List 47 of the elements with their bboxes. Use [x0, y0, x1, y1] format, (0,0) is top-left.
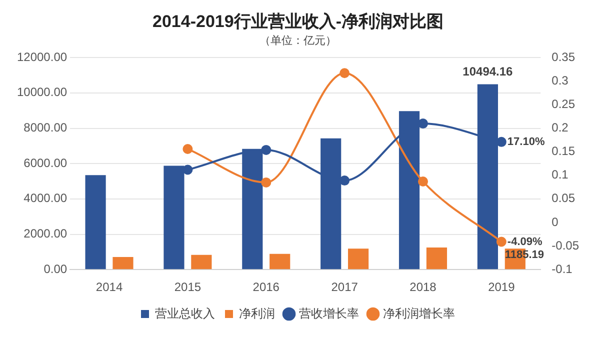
bar: [85, 175, 106, 270]
x-tick-label: 2018: [410, 280, 437, 294]
y2-tick-label: 0.1: [552, 168, 569, 182]
y-tick-label: 4000.00: [24, 191, 68, 206]
point: [182, 164, 193, 175]
y2-tick-label: 0.35: [552, 50, 576, 64]
chart-subtitle: （单位：亿元）: [260, 34, 336, 48]
y2-tick-label: 0.2: [552, 120, 569, 135]
x-tick-label: 2019: [488, 280, 516, 294]
bar: [270, 254, 290, 270]
y2-tick-label: 0.15: [552, 144, 576, 158]
y2-tick-label: -0.1: [552, 262, 573, 276]
bar: [348, 248, 369, 270]
bar: [191, 254, 212, 270]
y-tick-label: 8000.00: [24, 120, 68, 135]
data-label: -4.09%: [507, 236, 543, 248]
y-tick-label: 0.00: [44, 262, 68, 276]
point: [182, 144, 193, 154]
y2-tick-label: 0.25: [552, 97, 576, 112]
bar: [112, 257, 134, 270]
data-label: 10494.16: [462, 64, 514, 79]
y2-tick-label: -0.05: [552, 238, 580, 252]
x-tick-label: 2014: [96, 280, 123, 294]
legend-label: 营业总收入: [155, 306, 215, 320]
bar: [426, 248, 448, 270]
x-tick-label: 2016: [252, 280, 280, 294]
point: [418, 176, 428, 186]
point: [340, 176, 350, 186]
y2-tick-label: 0.3: [552, 73, 569, 88]
y-tick-label: 10000.00: [16, 85, 68, 100]
y2-tick-label: 0.05: [552, 191, 576, 206]
y-tick-label: 12000.00: [16, 50, 68, 64]
legend-label: 净利润增长率: [383, 306, 455, 320]
data-label: 17.10%: [507, 136, 545, 148]
x-tick-label: 2017: [331, 280, 358, 294]
point: [261, 177, 272, 188]
x-tick-label: 2015: [174, 280, 202, 294]
y2-tick-label: 0: [552, 214, 559, 229]
point: [418, 118, 428, 129]
y-tick-label: 2000.00: [24, 226, 68, 241]
point: [261, 144, 272, 155]
legend-label: 营收增长率: [299, 306, 359, 320]
point: [496, 236, 506, 247]
legend-label: 净利润: [239, 306, 275, 320]
chart-title: 2014-2019行业营业收入-净利润对比图: [152, 12, 444, 31]
y-tick-label: 6000.00: [24, 156, 68, 170]
point: [340, 68, 350, 78]
